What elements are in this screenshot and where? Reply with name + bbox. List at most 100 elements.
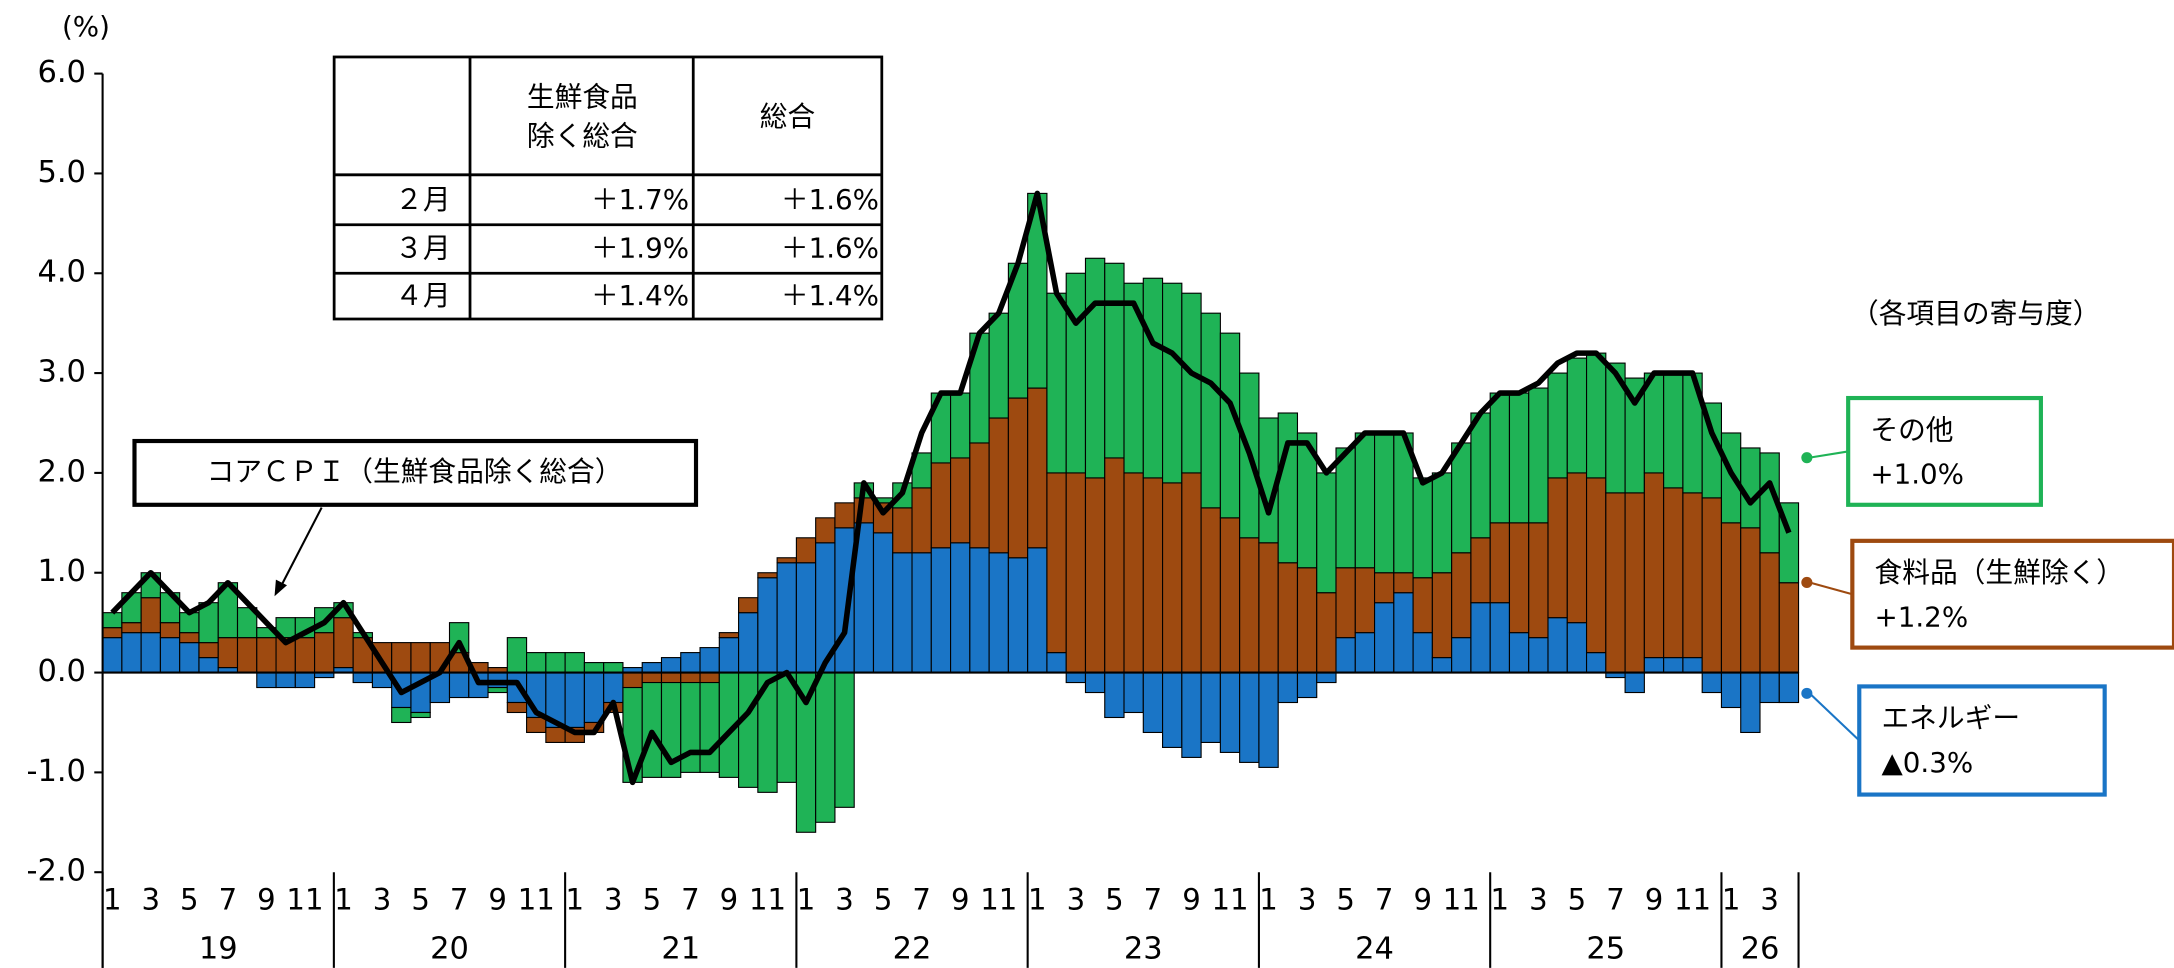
table-cell: ＋1.6% xyxy=(781,183,879,216)
bar-segment xyxy=(1374,432,1395,574)
bar-segment xyxy=(1663,372,1684,489)
bar-segment xyxy=(487,686,508,694)
bar-segment xyxy=(699,672,720,684)
bar-segment xyxy=(1682,492,1703,659)
x-tick-label: 1 xyxy=(1722,882,1741,916)
arrow xyxy=(279,507,323,589)
x-tick-label: 11 xyxy=(518,882,555,916)
bar-segment xyxy=(1046,472,1067,654)
legend-label: 食料品（生鮮除く） xyxy=(1875,556,2124,589)
x-tick-label: 5 xyxy=(1336,882,1355,916)
bar-segment xyxy=(410,642,431,674)
bar-segment xyxy=(275,672,296,689)
bar-segment xyxy=(950,392,971,459)
bar-segment xyxy=(738,672,759,788)
bar-segment xyxy=(1316,472,1337,594)
y-tick-label: 2.0 xyxy=(37,454,86,489)
bar-segment xyxy=(1778,582,1800,674)
bar-segment xyxy=(1451,552,1472,639)
bar-segment xyxy=(660,672,682,684)
bar-segment xyxy=(506,701,528,714)
bar-segment xyxy=(1065,472,1087,674)
x-tick-label: 11 xyxy=(749,882,786,916)
bar-segment xyxy=(1296,672,1318,699)
bar-segment xyxy=(1470,537,1491,604)
bar-segment xyxy=(506,637,528,674)
bar-segment xyxy=(179,632,200,644)
bar-segment xyxy=(1451,637,1472,674)
bar-segment xyxy=(1585,652,1607,674)
bar-segment xyxy=(776,562,797,674)
bar-segment xyxy=(564,672,585,729)
bar-segment xyxy=(680,672,701,684)
bar-segment xyxy=(1489,522,1511,604)
bar-segment xyxy=(1181,472,1202,674)
legend-arrowhead xyxy=(1801,687,1813,699)
bar-segment xyxy=(795,537,817,564)
bar-segment xyxy=(988,417,1009,554)
bar-segment xyxy=(1585,477,1607,654)
x-tick-label: 9 xyxy=(257,882,276,916)
table-cell: ３月 xyxy=(395,232,450,265)
x-tick-label: 7 xyxy=(912,882,931,916)
x-tick-label: 9 xyxy=(1645,882,1664,916)
year-label: 25 xyxy=(1586,931,1625,966)
x-tick-label: 7 xyxy=(1375,882,1394,916)
legend-label: その他 xyxy=(1870,413,1953,446)
bar-segment xyxy=(718,637,740,674)
bar-segment xyxy=(1374,572,1395,604)
bar-segment xyxy=(1701,672,1723,694)
bar-segment xyxy=(1412,632,1433,674)
bar-segment xyxy=(1508,632,1530,674)
bar-segment xyxy=(738,597,759,614)
bar-segment xyxy=(1547,477,1568,619)
bar-segment xyxy=(950,542,971,674)
x-tick-label: 9 xyxy=(1182,882,1201,916)
year-label: 20 xyxy=(430,931,469,966)
bar-segment xyxy=(1643,472,1665,659)
bar-segment xyxy=(834,502,855,529)
bar-segment xyxy=(1740,672,1761,734)
bar-segment xyxy=(256,637,277,674)
bar-segment xyxy=(930,462,952,549)
bar-segment xyxy=(795,562,817,674)
bar-segment xyxy=(1316,672,1337,684)
bar-segment xyxy=(1200,507,1221,674)
bar-segment xyxy=(1720,522,1742,674)
x-tick-label: 7 xyxy=(1144,882,1163,916)
table-header: 総合 xyxy=(760,100,815,133)
bar-segment xyxy=(1181,672,1202,758)
bar-segment xyxy=(892,507,913,554)
x-tick-label: 3 xyxy=(835,882,854,916)
x-tick-label: 3 xyxy=(142,882,161,916)
bar-segment xyxy=(1007,557,1029,674)
y-axis-label: (%) xyxy=(62,10,110,43)
bar-segment xyxy=(699,647,720,674)
bar-segment xyxy=(102,627,123,639)
bar-segment xyxy=(179,612,200,634)
bar-segment xyxy=(776,672,797,783)
x-tick-label: 5 xyxy=(1105,882,1124,916)
bar-segment xyxy=(1123,672,1144,714)
bar-segment xyxy=(1431,572,1453,659)
bar-segment xyxy=(1585,352,1607,479)
legend-value: +1.2% xyxy=(1875,600,1969,633)
bar-segment xyxy=(1084,672,1106,694)
bar-segment xyxy=(1277,412,1299,564)
bar-segment xyxy=(1142,477,1164,674)
x-tick-label: 5 xyxy=(411,882,430,916)
x-tick-label: 9 xyxy=(720,882,739,916)
bar-segment xyxy=(448,672,470,699)
bar-segment xyxy=(121,632,142,674)
bar-segment xyxy=(1239,672,1260,763)
x-tick-label: 3 xyxy=(1067,882,1086,916)
y-tick-label: 0.0 xyxy=(37,654,86,689)
bar-segment xyxy=(1181,292,1202,474)
bar-segment xyxy=(1046,652,1067,674)
bar-segment xyxy=(1663,487,1684,659)
table-cell: ２月 xyxy=(395,183,450,216)
year-label: 22 xyxy=(893,931,932,966)
bar-segment xyxy=(603,672,624,704)
bar-segment xyxy=(159,637,181,674)
